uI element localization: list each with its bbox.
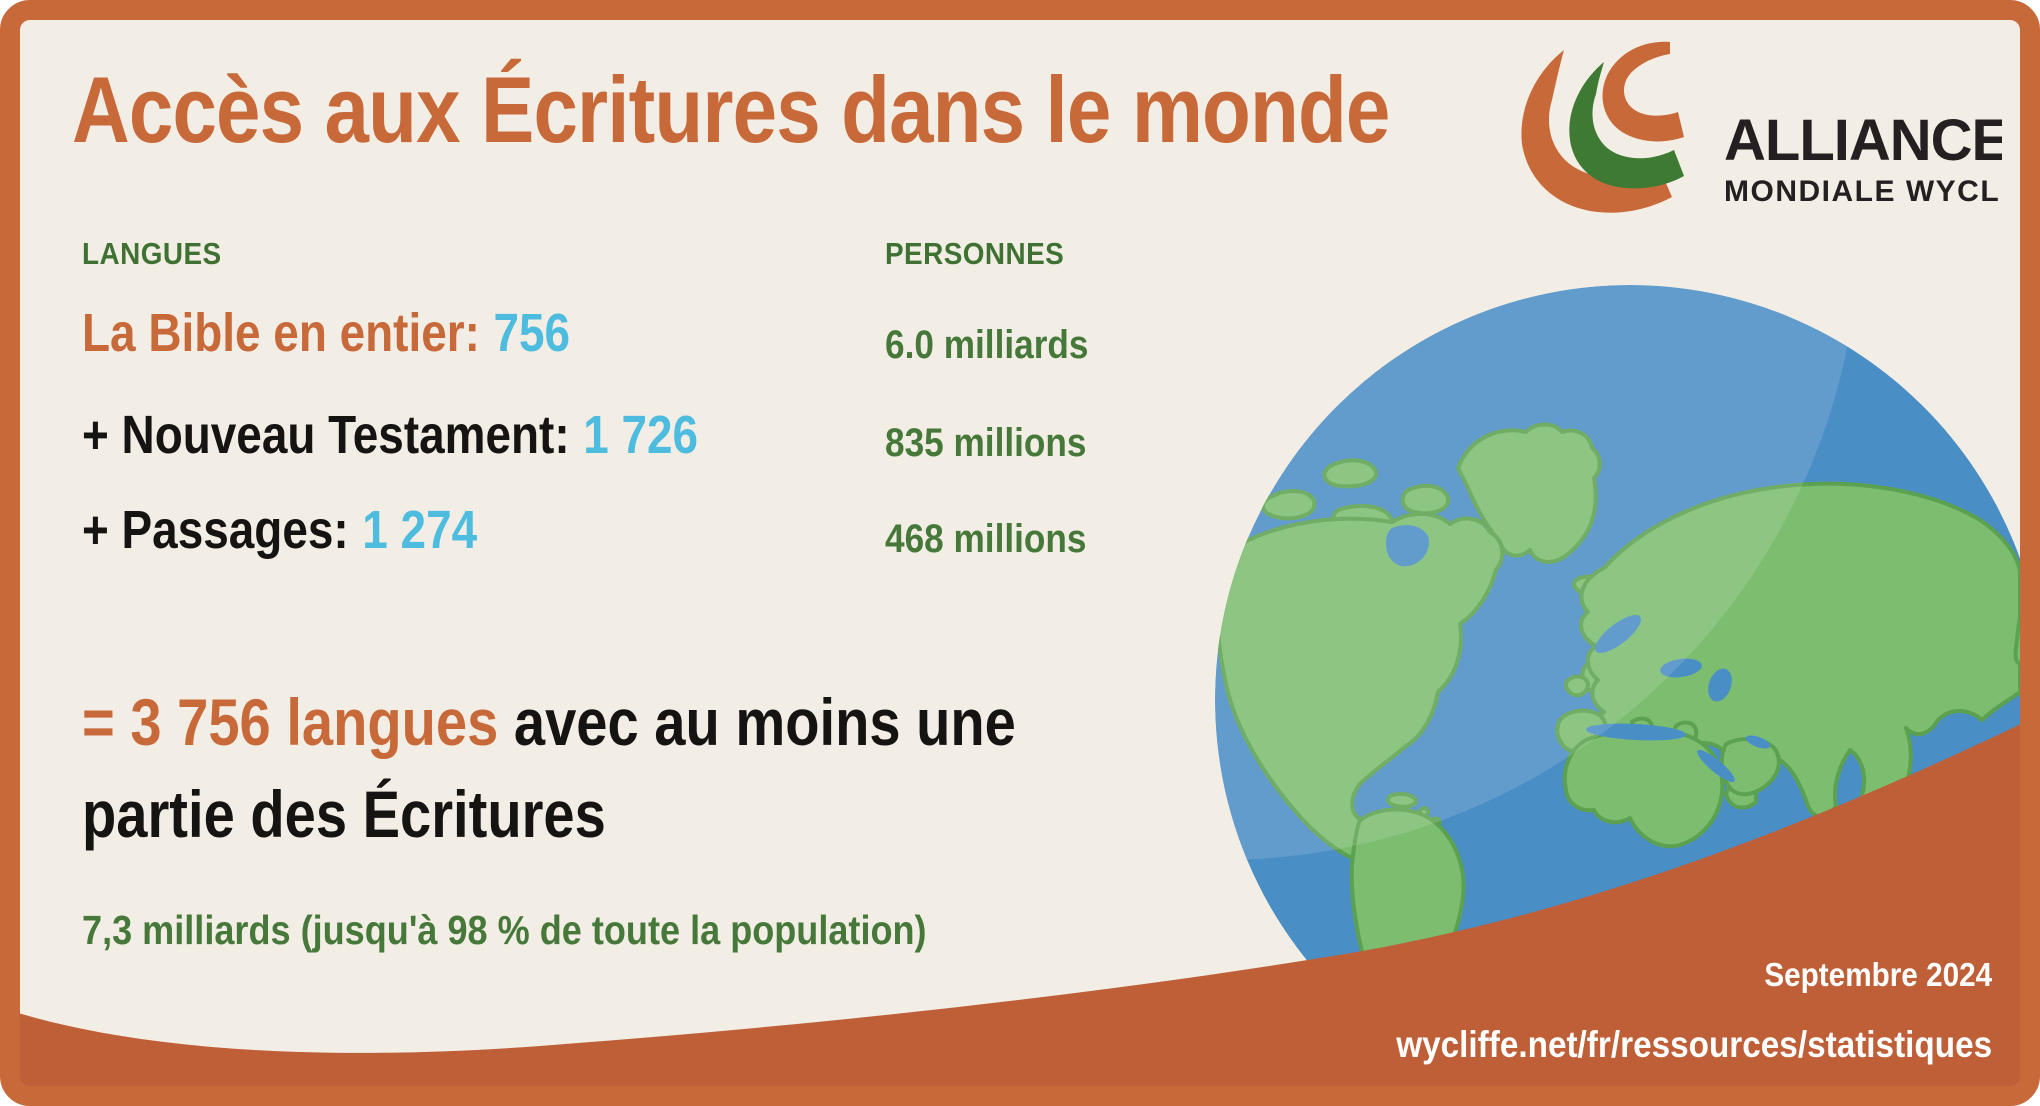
row-new-testament-persons: 835 millions xyxy=(885,421,1087,465)
page-title: Accès aux Écritures dans le monde xyxy=(72,57,1390,162)
row-label-text: + Passages: xyxy=(82,500,349,560)
logo-subname: MONDIALE WYCLIFFE xyxy=(1724,175,2002,208)
row-language-count: 1 274 xyxy=(362,500,478,560)
footer-swoosh-shape xyxy=(20,724,2020,1086)
row-label-text: La Bible en entier: xyxy=(82,303,480,363)
row-passages-persons: 468 millions xyxy=(885,517,1087,561)
alliance-wycliffe-logo: ALLIANCE MONDIALE WYCLIFFE xyxy=(1521,41,2002,213)
footer-date: Septembre 2024 xyxy=(1764,956,1992,993)
summary-line-1: = 3 756 langues avec au moins une xyxy=(82,684,1181,760)
row-language-count: 756 xyxy=(493,303,571,363)
logo-swoosh-icon xyxy=(1521,41,1684,213)
population-note: 7,3 milliards (jusqu'à 98 % de toute la … xyxy=(82,907,927,953)
languages-column-header: LANGUES xyxy=(82,236,222,271)
summary-line-2: partie des Écritures xyxy=(82,777,606,851)
row-passages-label: + Passages: 1 274 xyxy=(82,499,547,561)
persons-column-header: PERSONNES xyxy=(885,236,1065,271)
globe-illustration xyxy=(20,285,2020,1086)
row-label-text: + Nouveau Testament: xyxy=(82,405,570,465)
row-new-testament-label: + Nouveau Testament: 1 726 xyxy=(82,404,807,466)
footer-url: wycliffe.net/fr/ressources/statistiques xyxy=(1396,1024,1992,1065)
row-language-count: 1 726 xyxy=(583,405,699,465)
content-panel: ALLIANCE MONDIALE WYCLIFFE Accès aux Écr… xyxy=(20,20,2020,1086)
row-full-bible-persons: 6.0 milliards xyxy=(885,323,1089,367)
logo-name: ALLIANCE xyxy=(1724,108,2002,173)
row-full-bible-label: La Bible en entier: 756 xyxy=(82,302,656,364)
globe-icon xyxy=(1215,285,2020,1086)
summary-rest: avec au moins une xyxy=(498,685,1016,759)
summary-total-highlight: = 3 756 langues xyxy=(82,685,499,759)
